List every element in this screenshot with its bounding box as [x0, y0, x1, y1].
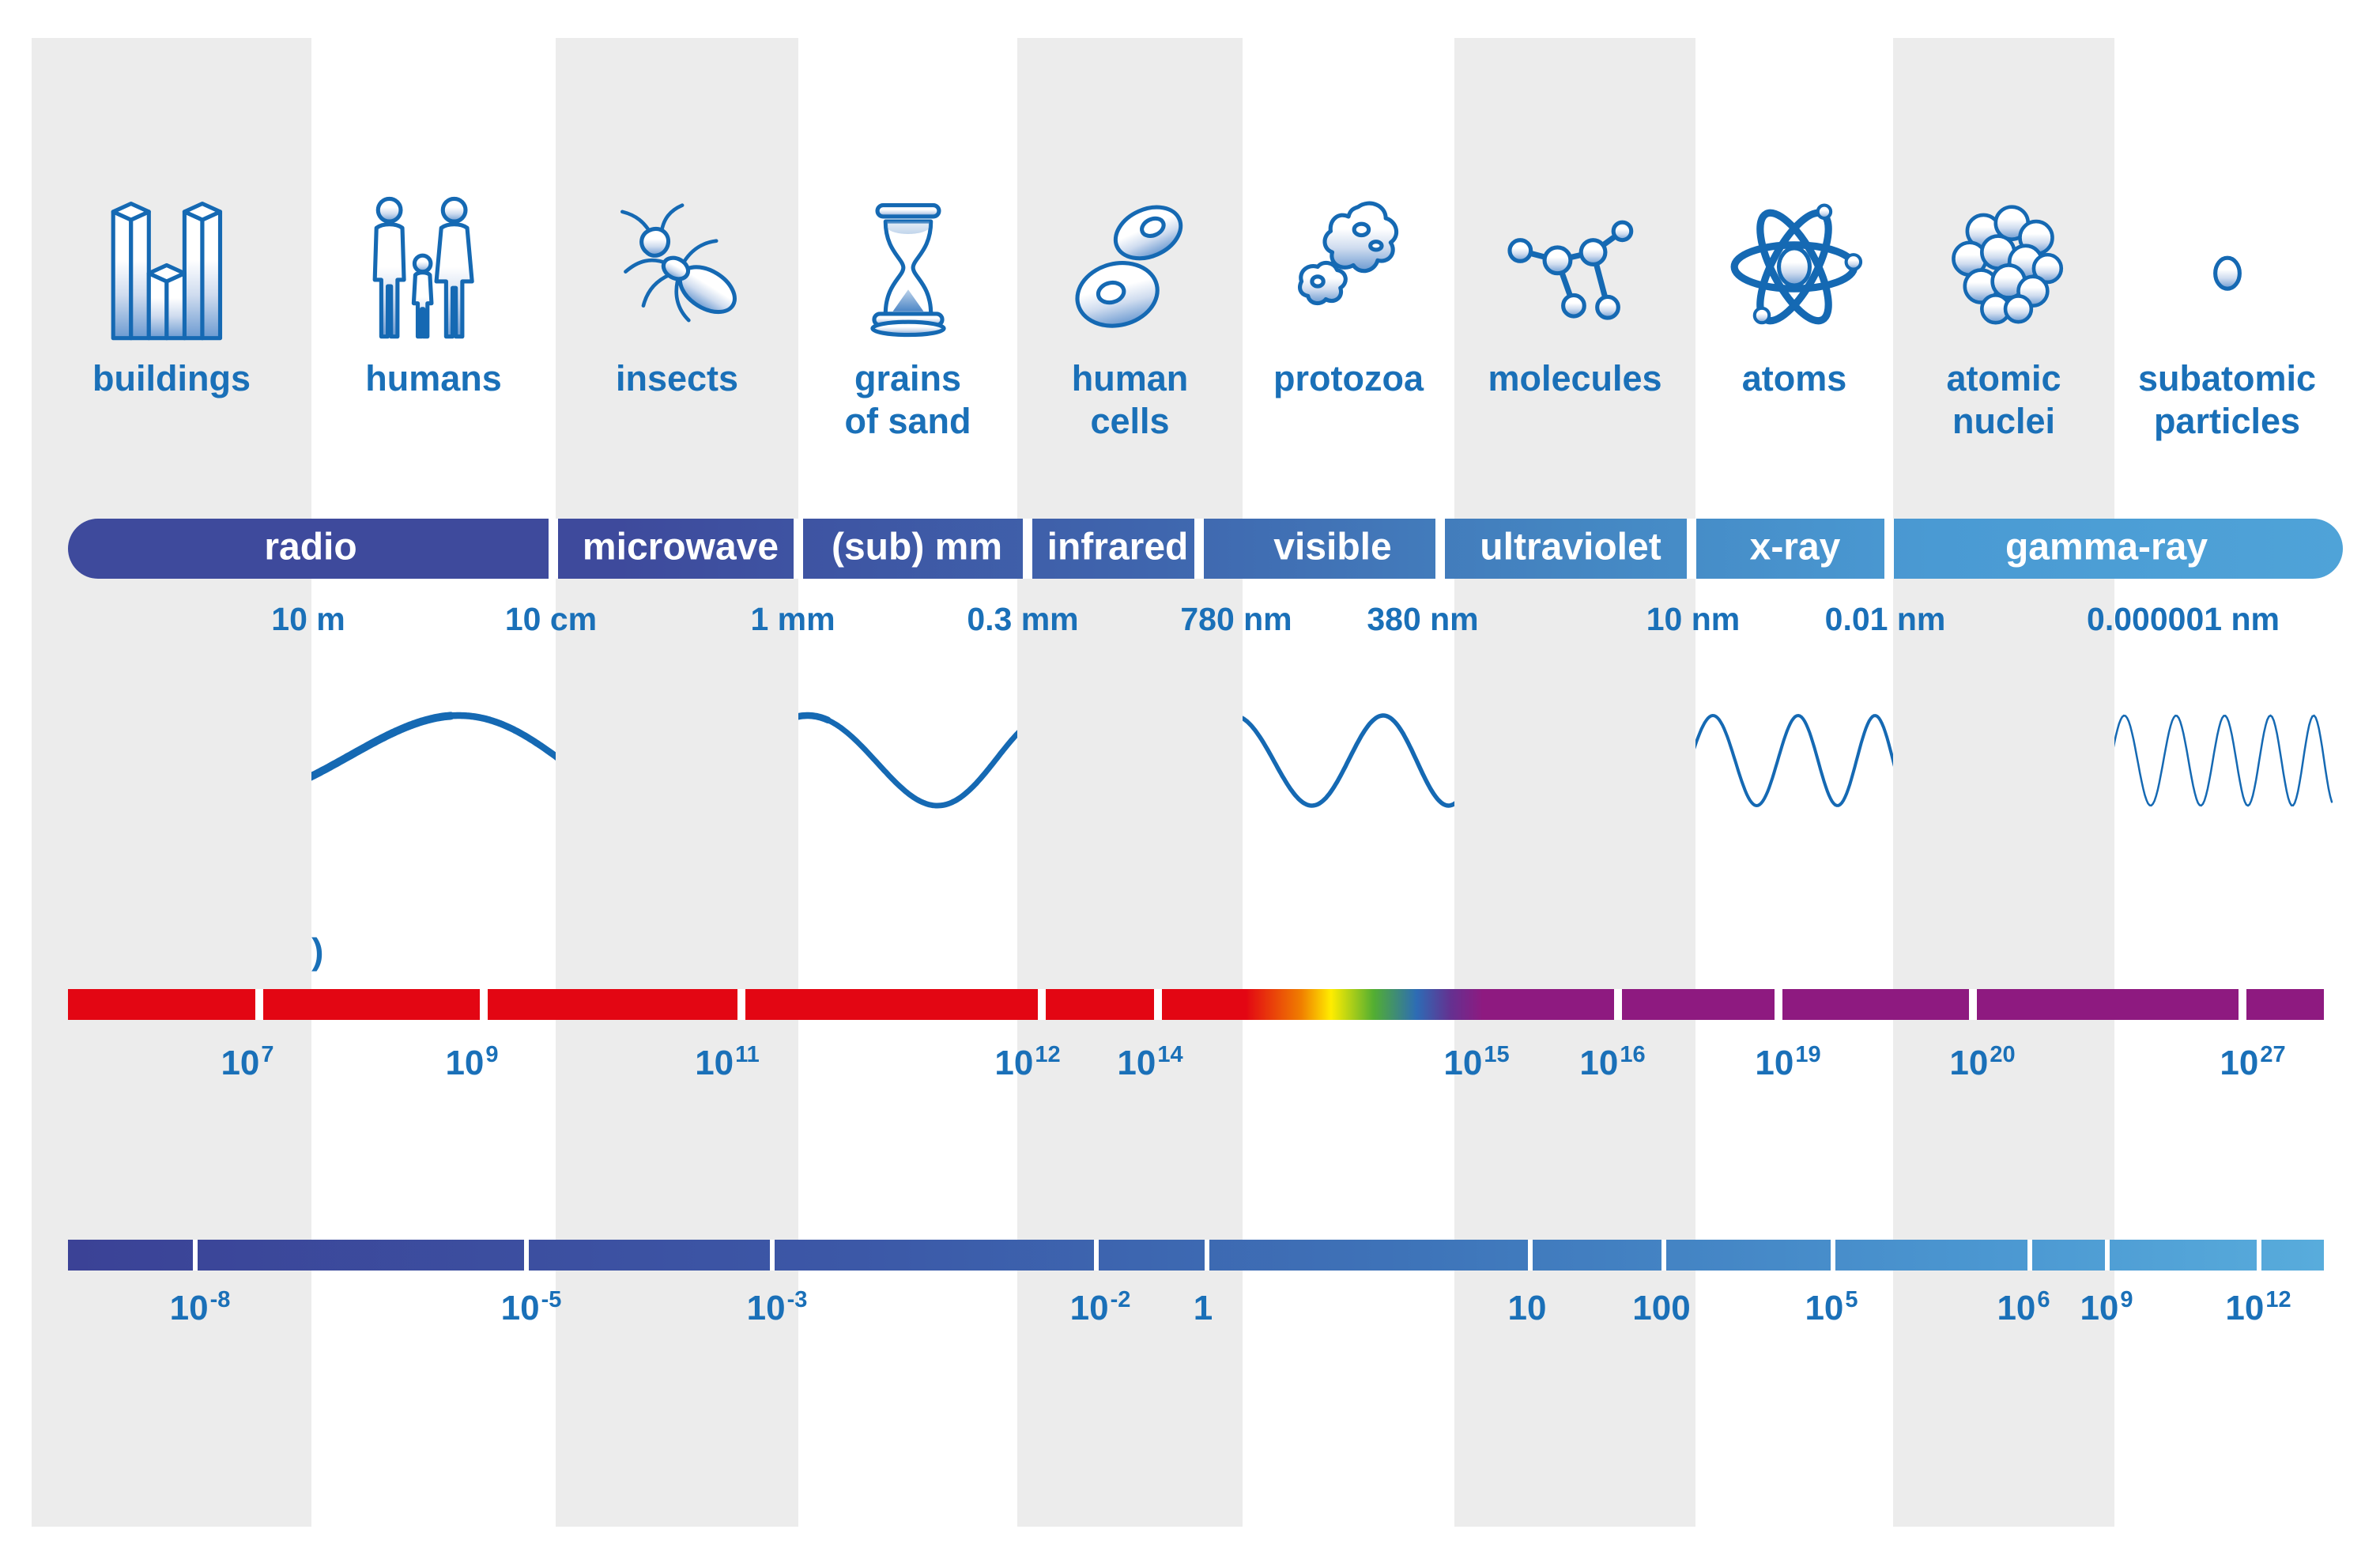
- column-label-atoms: atoms: [1741, 358, 1847, 398]
- energy-tick-label: 106: [1997, 1287, 2050, 1327]
- energy-bar-tick: [1528, 1240, 1533, 1271]
- column-label-buildings: buildings: [92, 358, 251, 398]
- energy-bar: [68, 1240, 2324, 1271]
- hourglass-icon: [820, 186, 997, 348]
- energy-tick-label: 10-3: [746, 1287, 808, 1327]
- cells-icon: [1042, 186, 1219, 348]
- column-stripe-molecules: [1454, 38, 1695, 1527]
- buildings-icon: [83, 186, 260, 348]
- energy-tick-label: 10: [1507, 1289, 1547, 1327]
- frequency-tick-label: 1019: [1755, 1042, 1821, 1082]
- frequency-tick-label: 1015: [1443, 1042, 1510, 1082]
- particle-icon: [2139, 186, 2316, 348]
- frequency-bar-gap: [1969, 989, 1977, 1020]
- frequency-bar-gap: [1614, 989, 1622, 1020]
- energy-tick-label: 10-2: [1069, 1287, 1131, 1327]
- wavelength-tick-label: 0.3 mm: [967, 601, 1079, 637]
- energy-tick-label: 109: [2080, 1287, 2133, 1327]
- nucleus-icon: [1915, 186, 2092, 348]
- frequency-tick-label: 1014: [1117, 1042, 1183, 1082]
- frequency-bar-gap: [255, 989, 263, 1020]
- frequency-tick-label: 1011: [695, 1042, 760, 1082]
- frequency-tick-label: 1020: [1949, 1042, 2016, 1082]
- energy-bar-tick: [2027, 1240, 2032, 1271]
- frequency-bar-gap: [2239, 989, 2246, 1020]
- energy-bar-tick: [2105, 1240, 2110, 1271]
- energy-bar-tick: [1094, 1240, 1099, 1271]
- humans-icon: [345, 186, 522, 348]
- frequency-bar-gap: [737, 989, 745, 1020]
- wavelength-tick-label: 0.000001 nm: [2087, 601, 2280, 637]
- wavelength-tick-label: 0.01 nm: [1824, 601, 1946, 637]
- band-gap: [1687, 519, 1696, 579]
- column-label-grains-of-sand: grains of sand: [844, 358, 971, 441]
- band-gap: [1023, 519, 1032, 579]
- frequency-tick-label: 109: [445, 1042, 499, 1082]
- band-label-microwave: microwave: [582, 526, 779, 568]
- column-label-protozoa: protozoa: [1273, 358, 1424, 398]
- energy-tick-label: 1012: [2225, 1287, 2291, 1327]
- band-gap: [1884, 519, 1894, 579]
- energy-bar-tick: [1831, 1240, 1835, 1271]
- band-label-gammaray: gamma-ray: [2005, 526, 2208, 568]
- wavelength-tick-label: 1 mm: [750, 601, 835, 637]
- energy-bar-tick: [1661, 1240, 1666, 1271]
- frequency-tick-label: 107: [221, 1042, 274, 1082]
- molecule-icon: [1487, 186, 1664, 348]
- column-label-atomic-nuclei: atomic nuclei: [1946, 358, 2061, 441]
- energy-bar-tick: [770, 1240, 775, 1271]
- column-label-humans: humans: [365, 358, 502, 398]
- wavelength-tick-label: 780 nm: [1180, 601, 1292, 637]
- column-label-molecules: molecules: [1488, 358, 1662, 398]
- band-label-radio: radio: [264, 526, 357, 568]
- energy-tick-label: 105: [1805, 1287, 1858, 1327]
- band-gap: [794, 519, 803, 579]
- band-gap: [1194, 519, 1204, 579]
- frequency-bar-gap: [480, 989, 488, 1020]
- band-label-infrared: infrared: [1047, 526, 1189, 568]
- ant-icon: [589, 186, 766, 348]
- energy-tick-label: 1: [1193, 1289, 1213, 1327]
- atom-icon: [1706, 186, 1883, 348]
- wavelength-tick-label: 380 nm: [1367, 601, 1479, 637]
- energy-tick-label: 10-8: [169, 1287, 231, 1327]
- column-label-insects: insects: [615, 358, 739, 398]
- wavelength-tick-label: 10 m: [271, 601, 345, 637]
- protozoa-icon: [1260, 186, 1437, 348]
- column-label-human-cells: human cells: [1071, 358, 1189, 441]
- energy-tick-label: 100: [1632, 1289, 1691, 1327]
- frequency-tick-label: 1012: [994, 1042, 1061, 1082]
- energy-bar-tick: [193, 1240, 198, 1271]
- band-label-visible: visible: [1273, 526, 1392, 568]
- frequency-bar-gap: [1775, 989, 1782, 1020]
- band-label-submm: (sub) mm: [832, 526, 1002, 568]
- frequency-tick-label: 1016: [1579, 1042, 1646, 1082]
- frequency-bar: [68, 989, 2324, 1020]
- frequency-tick-label: 1027: [2220, 1042, 2286, 1082]
- column-label-subatomic-particles: subatomic particles: [2137, 358, 2317, 441]
- spectrum-band: radio microwave (sub) mm infrared visible ult…: [68, 519, 2343, 579]
- band-gap: [549, 519, 558, 579]
- frequency-bar-gap: [1154, 989, 1162, 1020]
- band-gap: [1435, 519, 1445, 579]
- energy-bar-tick: [2257, 1240, 2261, 1271]
- energy-bar-tick: [1205, 1240, 1209, 1271]
- energy-tick-label: 10-5: [500, 1287, 562, 1327]
- wavelength-tick-label: 10 nm: [1646, 601, 1741, 637]
- frequency-bar-gap: [1038, 989, 1046, 1020]
- wavelength-tick-label: 10 cm: [504, 601, 598, 637]
- band-label-xray: x-ray: [1749, 526, 1841, 568]
- energy-bar-tick: [524, 1240, 529, 1271]
- band-label-ultraviolet: ultraviolet: [1480, 526, 1661, 568]
